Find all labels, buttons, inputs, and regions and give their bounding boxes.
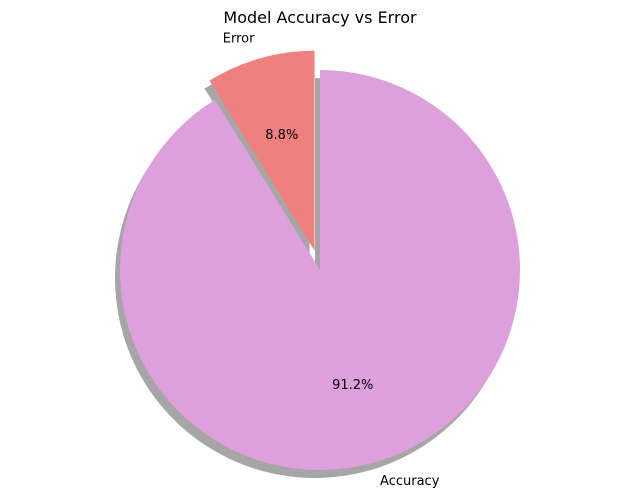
chart-title: Model Accuracy vs Error: [223, 8, 417, 27]
percent-label-error: 8.8%: [265, 128, 298, 143]
slice-accuracy: [120, 70, 521, 470]
slice-error: [209, 50, 315, 251]
percent-label-accuracy: 91.2%: [332, 378, 373, 393]
pie-labels: 91.2% Accuracy 8.8% Error: [223, 32, 440, 490]
slice-label-accuracy: Accuracy: [380, 474, 440, 489]
slice-label-error: Error: [223, 32, 255, 47]
pie-slices: [120, 50, 521, 470]
